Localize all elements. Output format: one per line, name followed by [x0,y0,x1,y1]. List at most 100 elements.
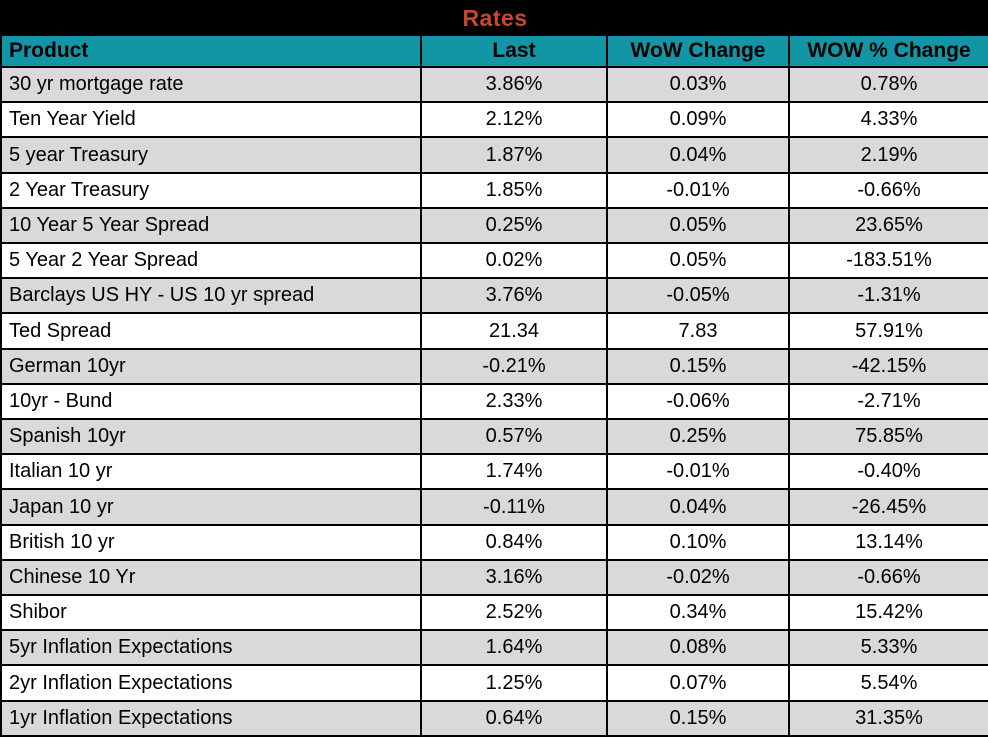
value-cell: 5.33% [787,629,988,667]
table-row: 10yr - Bund 2.33% -0.06% -2.71% [0,382,988,421]
product-cell: 10yr - Bund [0,382,422,421]
value-cell: 1.64% [420,629,608,667]
value-cell: 1.74% [420,453,608,491]
product-cell: 1yr Inflation Expectations [0,699,422,737]
table-title: Rates [0,0,988,36]
value-cell: 0.10% [606,523,790,561]
value-cell: -183.51% [787,242,988,280]
value-cell: 0.78% [787,65,988,104]
value-cell: 15.42% [787,594,988,632]
value-cell: -26.45% [787,488,988,526]
table-row: Ted Spread 21.34 7.83 57.91% [0,312,988,350]
value-cell: 3.86% [420,65,608,104]
value-cell: 23.65% [787,206,988,245]
column-header-product: Product [0,34,422,68]
product-cell: 5 year Treasury [0,136,422,174]
product-cell: 2yr Inflation Expectations [0,664,422,702]
value-cell: 21.34 [420,312,608,350]
value-cell: -0.01% [606,453,790,491]
product-cell: Ten Year Yield [0,101,422,139]
value-cell: 0.07% [606,664,790,702]
value-cell: 1.85% [420,171,608,209]
value-cell: 3.76% [420,277,608,315]
value-cell: -0.02% [606,558,790,597]
product-cell: Spanish 10yr [0,418,422,456]
table-row: British 10 yr 0.84% 0.10% 13.14% [0,523,988,561]
value-cell: -0.40% [787,453,988,491]
value-cell: 0.02% [420,242,608,280]
product-cell: Italian 10 yr [0,453,422,491]
value-cell: 13.14% [787,523,988,561]
value-cell: 0.15% [606,347,790,385]
product-cell: Ted Spread [0,312,422,350]
value-cell: -1.31% [787,277,988,315]
value-cell: 0.84% [420,523,608,561]
value-cell: -0.11% [420,488,608,526]
value-cell: 2.19% [787,136,988,174]
product-cell: Barclays US HY - US 10 yr spread [0,277,422,315]
product-cell: German 10yr [0,347,422,385]
table-row: Ten Year Yield 2.12% 0.09% 4.33% [0,101,988,139]
value-cell: 0.09% [606,101,790,139]
table-row: 2yr Inflation Expectations 1.25% 0.07% 5.54… [0,664,988,702]
value-cell: -0.66% [787,558,988,597]
value-cell: 75.85% [787,418,988,456]
value-cell: 0.15% [606,699,790,737]
product-cell: 5 Year 2 Year Spread [0,242,422,280]
value-cell: 7.83 [606,312,790,350]
value-cell: -0.66% [787,171,988,209]
value-cell: 0.04% [606,136,790,174]
value-cell: 1.87% [420,136,608,174]
table-row: Shibor 2.52% 0.34% 15.42% [0,594,988,632]
table-row: 5 Year 2 Year Spread 0.02% 0.05% -183.51% [0,242,988,280]
product-cell: Chinese 10 Yr [0,558,422,597]
value-cell: 2.12% [420,101,608,139]
value-cell: 0.08% [606,629,790,667]
value-cell: 31.35% [787,699,988,737]
product-cell: Japan 10 yr [0,488,422,526]
table-row: Barclays US HY - US 10 yr spread 3.76% -0.… [0,277,988,315]
table-header-row: Product Last WoW Change WOW % Change [0,34,988,68]
table-row: 5yr Inflation Expectations 1.64% 0.08% 5.33… [0,629,988,667]
table-row: Japan 10 yr -0.11% 0.04% -26.45% [0,488,988,526]
value-cell: 57.91% [787,312,988,350]
product-cell: 5yr Inflation Expectations [0,629,422,667]
product-cell: 30 yr mortgage rate [0,65,422,104]
table-row: 5 year Treasury 1.87% 0.04% 2.19% [0,136,988,174]
rates-table-body: 30 yr mortgage rate 3.86% 0.03% 0.78% Ten Ye… [0,65,988,737]
value-cell: 0.03% [606,65,790,104]
value-cell: -42.15% [787,347,988,385]
value-cell: 0.57% [420,418,608,456]
value-cell: 3.16% [420,558,608,597]
value-cell: 0.25% [606,418,790,456]
table-row: Italian 10 yr 1.74% -0.01% -0.40% [0,453,988,491]
column-header-wow-pct-change: WOW % Change [787,34,988,68]
value-cell: 0.05% [606,242,790,280]
value-cell: 0.25% [420,206,608,245]
value-cell: 0.04% [606,488,790,526]
value-cell: 2.33% [420,382,608,421]
value-cell: -0.06% [606,382,790,421]
value-cell: 5.54% [787,664,988,702]
value-cell: 0.05% [606,206,790,245]
table-title-row: Rates [0,0,988,36]
value-cell: 0.64% [420,699,608,737]
product-cell: 10 Year 5 Year Spread [0,206,422,245]
table-row: 30 yr mortgage rate 3.86% 0.03% 0.78% [0,65,988,104]
value-cell: -2.71% [787,382,988,421]
column-header-last: Last [420,34,608,68]
value-cell: -0.21% [420,347,608,385]
table-row: Chinese 10 Yr 3.16% -0.02% -0.66% [0,558,988,597]
table-row: 2 Year Treasury 1.85% -0.01% -0.66% [0,171,988,209]
table-row: Spanish 10yr 0.57% 0.25% 75.85% [0,418,988,456]
table-row: 10 Year 5 Year Spread 0.25% 0.05% 23.65% [0,206,988,245]
column-header-wow-change: WoW Change [606,34,790,68]
value-cell: -0.01% [606,171,790,209]
table-row: 1yr Inflation Expectations 0.64% 0.15% 31.3… [0,699,988,737]
product-cell: 2 Year Treasury [0,171,422,209]
value-cell: -0.05% [606,277,790,315]
value-cell: 2.52% [420,594,608,632]
value-cell: 0.34% [606,594,790,632]
table-row: German 10yr -0.21% 0.15% -42.15% [0,347,988,385]
